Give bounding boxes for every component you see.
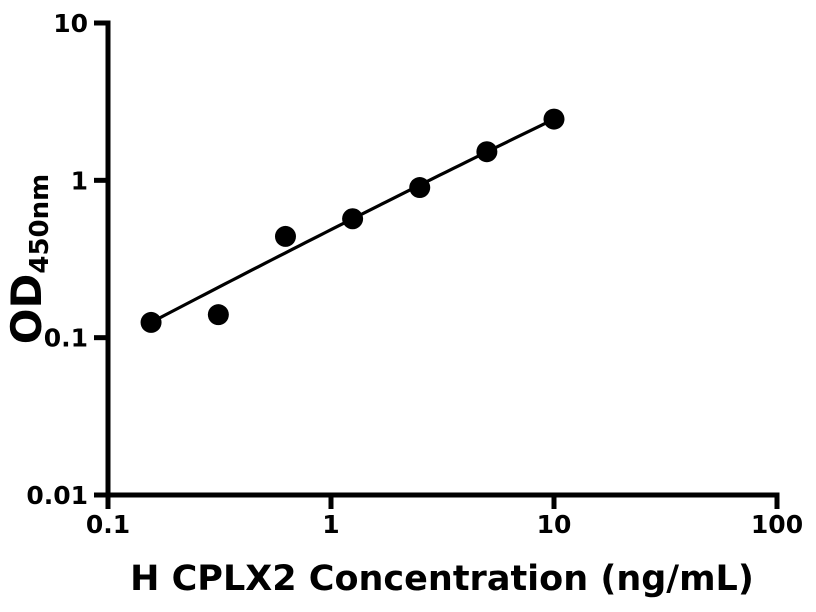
data-point xyxy=(140,311,162,333)
data-point xyxy=(207,304,229,326)
y-tick-label: 0.1 xyxy=(44,324,88,353)
y-axis-title-main: OD xyxy=(2,274,51,345)
x-tick-label: 0.1 xyxy=(86,510,130,539)
y-tick-label: 1 xyxy=(71,166,88,195)
y-tick-label: 10 xyxy=(53,9,88,38)
data-point xyxy=(409,177,431,199)
data-point xyxy=(543,108,565,130)
data-point xyxy=(274,225,296,247)
x-tick-label: 1 xyxy=(322,510,339,539)
y-tick-label: 0.01 xyxy=(26,481,88,510)
data-point xyxy=(476,141,498,163)
x-axis-title: H CPLX2 Concentration (ng/mL) xyxy=(130,559,754,599)
y-axis-title: OD450nm xyxy=(2,174,55,344)
x-tick-label: 100 xyxy=(751,510,803,539)
y-axis-title-subscript: 450nm xyxy=(25,174,55,274)
data-point xyxy=(342,208,364,230)
x-tick-label: 10 xyxy=(537,510,572,539)
